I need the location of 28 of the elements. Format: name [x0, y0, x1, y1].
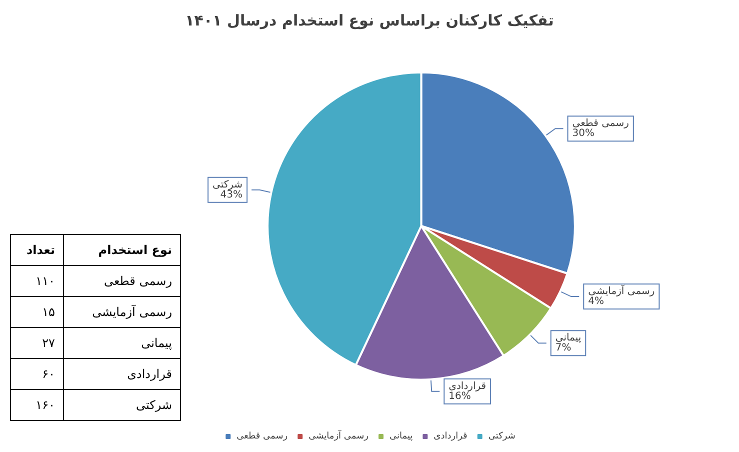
slice-label: قراردادی [448, 380, 486, 392]
slice-label: شرکتی [212, 179, 243, 190]
category-label: رسمی آزمایشی [92, 305, 172, 319]
data-label: 30% [572, 128, 594, 140]
legend-label: پیمانی [390, 432, 414, 442]
text: ۱۵ [10, 296, 64, 328]
data-label: 43% [220, 189, 243, 200]
text: نوع استخدام [64, 234, 180, 266]
category-label: قراردادی [127, 367, 172, 381]
legend-label: شرکتی [488, 432, 516, 442]
data-label: 7% [555, 342, 572, 354]
slice-label: پیمانی [555, 332, 582, 344]
text: ۱۱۰ [10, 266, 64, 296]
data-label: 4% [588, 296, 604, 308]
text: ۲۷ [10, 328, 64, 358]
legend-label: رسمی قطعی [236, 432, 288, 442]
legend-label: رسمی آزمایشی [308, 430, 369, 442]
text: تعداد [10, 234, 64, 266]
slice-label: رسمی آزمایشی [588, 284, 655, 298]
data-label: 16% [448, 390, 471, 402]
slice-label: رسمی قطعی [572, 118, 630, 130]
legend-label: قراردادی [434, 432, 468, 442]
category-label: رسمی قطعی [104, 274, 172, 288]
text: ۶۰ [10, 358, 64, 390]
chart-title: تفکیک کارکنان براساس نوع استخدام درسال ۱۴۰۱ [185, 12, 554, 30]
category-label: شرکتی [136, 398, 172, 412]
text: ۱۶۰ [10, 390, 64, 420]
category-label: پیمانی [141, 336, 172, 350]
